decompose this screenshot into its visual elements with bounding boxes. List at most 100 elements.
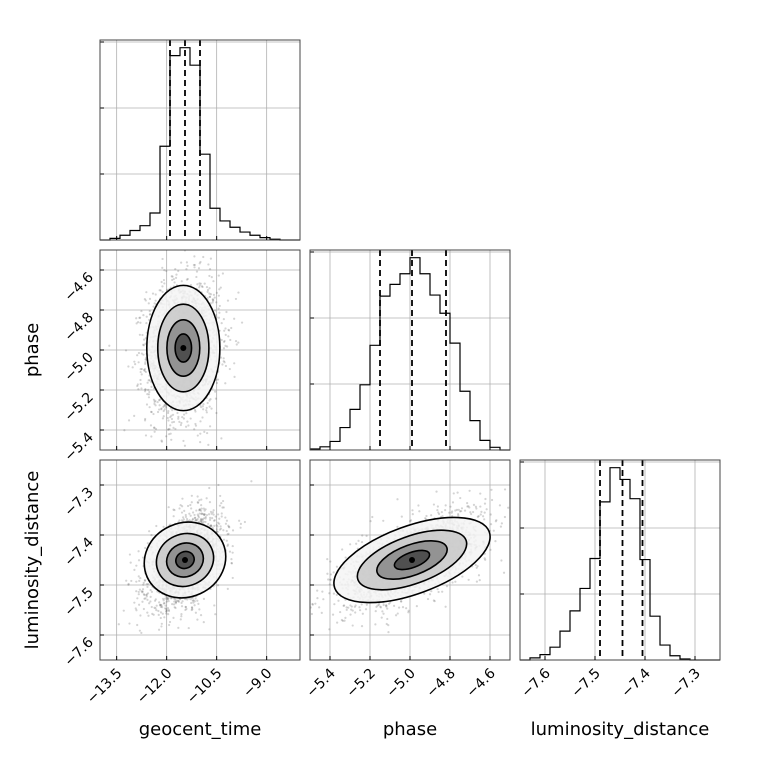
scatter-point [145, 322, 148, 325]
scatter-point [142, 583, 145, 586]
scatter-point [190, 606, 194, 609]
scatter-point [360, 540, 364, 544]
scatter-point [202, 597, 206, 600]
scatter-point [217, 307, 220, 310]
scatter-point [374, 609, 377, 613]
scatter-point [137, 575, 140, 578]
scatter-point [214, 397, 218, 400]
scatter-point [207, 522, 210, 526]
scatter-point [173, 479, 175, 481]
scatter-point [230, 561, 233, 565]
scatter-point [140, 387, 143, 390]
scatter-point [216, 525, 219, 528]
scatter-points [310, 488, 510, 634]
scatter-point [195, 509, 198, 512]
scatter-point [167, 597, 170, 600]
scatter-point [174, 599, 177, 602]
scatter-point [240, 321, 244, 324]
scatter-point [180, 605, 184, 608]
scatter-point [222, 360, 225, 363]
scatter-point [213, 519, 216, 522]
scatter-point [216, 584, 220, 587]
scatter-point [177, 626, 180, 629]
scatter-point [154, 494, 156, 496]
scatter-point [189, 514, 192, 517]
scatter-point [141, 588, 145, 591]
scatter-point [146, 598, 149, 601]
scatter-point [220, 512, 223, 515]
scatter-point [180, 613, 183, 616]
scatter-point [192, 599, 195, 602]
scatter-point [160, 280, 163, 284]
scatter-point [196, 434, 199, 437]
scatter-point [200, 520, 203, 523]
scatter-point [166, 607, 170, 610]
scatter-point [168, 620, 172, 624]
scatter-point [179, 423, 182, 427]
scatter-point [140, 631, 143, 634]
scatter-point [165, 596, 168, 599]
scatter-point [145, 593, 148, 596]
scatter-point [163, 282, 166, 285]
scatter-point [205, 409, 208, 412]
scatter-point [193, 513, 196, 517]
scatter-point [208, 295, 211, 299]
scatter-point [195, 519, 198, 522]
scatter-point [150, 590, 154, 593]
scatter-point [178, 420, 181, 423]
scatter-point [160, 625, 163, 628]
scatter-point [208, 518, 212, 521]
scatter-point [172, 515, 175, 518]
scatter-point [218, 528, 221, 531]
scatter-point [136, 623, 139, 627]
scatter-point [436, 505, 439, 508]
scatter-point [158, 399, 161, 402]
scatter-point [237, 341, 240, 344]
scatter-point [183, 444, 187, 447]
scatter-point [197, 602, 200, 606]
scatter-point [210, 525, 213, 528]
scatter-point [165, 435, 168, 438]
scatter-point [166, 416, 169, 420]
scatter-point [142, 338, 146, 341]
scatter-point [358, 606, 361, 609]
scatter-point [172, 508, 175, 511]
scatter-point [152, 412, 155, 416]
scatter-point [227, 532, 230, 535]
scatter-point [138, 316, 141, 319]
scatter-point [133, 601, 136, 604]
scatter-point [228, 367, 231, 371]
scatter-point [196, 618, 199, 621]
scatter-point [196, 283, 199, 286]
scatter-point [159, 616, 162, 620]
scatter-point [212, 293, 215, 296]
scatter-point [156, 400, 159, 404]
scatter-point [192, 601, 195, 604]
scatter-point [154, 404, 157, 407]
scatter-point [159, 611, 163, 614]
scatter-point [157, 609, 160, 613]
scatter-point [174, 602, 177, 605]
scatter-point [148, 406, 151, 409]
scatter-point [144, 358, 147, 361]
scatter-point [173, 281, 176, 284]
scatter-point [209, 425, 212, 428]
scatter-point [186, 277, 189, 281]
scatter-point [194, 611, 197, 614]
scatter-point [146, 542, 149, 545]
scatter-point [170, 438, 173, 441]
scatter-point [237, 291, 240, 294]
scatter-point [194, 597, 197, 600]
scatter-point [157, 613, 160, 616]
scatter-point [224, 344, 227, 347]
scatter-point [159, 289, 162, 292]
scatter-point [164, 604, 167, 607]
scatter-point [165, 610, 168, 613]
scatter-point [207, 443, 210, 447]
scatter-point [435, 490, 438, 493]
scatter-point [147, 393, 151, 396]
scatter-point [160, 604, 163, 607]
scatter-point [185, 517, 189, 521]
panel-frame [519, 459, 721, 661]
scatter-point [359, 609, 362, 612]
